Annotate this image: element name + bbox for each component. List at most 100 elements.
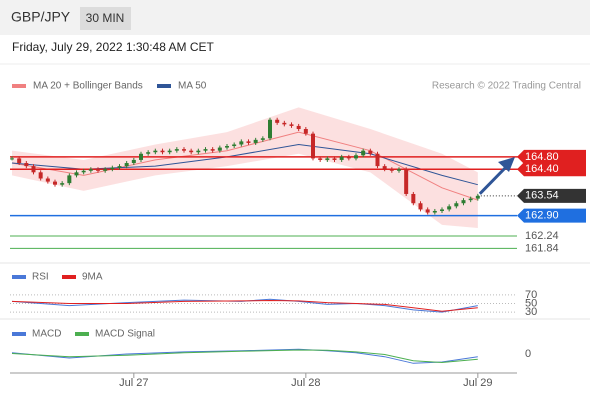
candle <box>303 129 308 134</box>
candle <box>74 172 79 176</box>
level-tag <box>517 208 586 223</box>
candle <box>440 209 444 211</box>
candle <box>60 183 65 185</box>
candle <box>375 153 380 167</box>
candle <box>475 195 480 199</box>
candle <box>447 206 452 210</box>
candle <box>382 166 387 170</box>
candle <box>432 210 437 213</box>
candle <box>389 169 394 171</box>
candle <box>45 178 50 182</box>
candle <box>174 149 179 151</box>
candle <box>210 149 215 151</box>
candle <box>96 169 100 171</box>
credit: Research © 2022 Trading Central <box>432 81 581 92</box>
candle <box>246 141 251 143</box>
legend-swatch <box>157 84 171 88</box>
candle <box>31 166 36 173</box>
candle <box>146 152 151 154</box>
candle <box>217 147 222 151</box>
interval: 30 MIN <box>86 11 125 25</box>
forecast-arrow <box>478 163 510 195</box>
legend-label: 9MA <box>82 272 103 283</box>
candle <box>225 146 229 148</box>
timestamp: Friday, July 29, 2022 1:30:48 AM CET <box>12 40 215 54</box>
legend-label: MACD <box>32 329 61 340</box>
candle <box>461 200 466 204</box>
candle <box>124 163 129 167</box>
candle <box>318 158 323 160</box>
candle <box>38 172 43 179</box>
y-tick-label: 70 <box>525 289 537 301</box>
series-line <box>11 349 478 364</box>
candle <box>296 125 301 130</box>
level-label: 164.80 <box>525 151 559 163</box>
candle <box>275 119 280 123</box>
bollinger-band <box>12 107 478 228</box>
legend-swatch <box>12 84 26 88</box>
y-tick-label: 50 <box>525 297 537 309</box>
legend-swatch <box>12 275 26 279</box>
legend-label: MACD Signal <box>95 329 155 340</box>
candle <box>260 138 265 140</box>
forecast-arrowhead <box>498 157 515 172</box>
candle <box>425 209 430 213</box>
candle <box>361 150 366 156</box>
legend-swatch <box>62 275 76 279</box>
candle <box>468 198 473 201</box>
legend-label: MA 20 + Bollinger Bands <box>33 81 143 92</box>
candle <box>17 158 22 164</box>
level-label: 164.40 <box>525 163 559 175</box>
legend-label: MA 50 <box>178 81 207 92</box>
candle <box>418 203 423 210</box>
candle <box>368 150 373 154</box>
candle <box>67 175 72 184</box>
candle <box>411 193 416 204</box>
candle <box>10 158 14 160</box>
candle <box>239 141 244 145</box>
level-tag <box>517 188 586 203</box>
level-tag <box>517 149 586 164</box>
legend-swatch <box>12 332 26 336</box>
candle <box>139 153 143 160</box>
level-label: 161.84 <box>525 242 559 254</box>
candle <box>167 150 172 153</box>
level-label: 162.90 <box>525 210 559 222</box>
series-line <box>11 299 478 312</box>
candle <box>88 169 93 171</box>
level-tag <box>517 162 586 177</box>
candle <box>196 150 201 153</box>
candle <box>53 181 57 185</box>
candle <box>346 156 351 159</box>
candle <box>232 144 237 147</box>
candle <box>289 124 294 126</box>
candle <box>253 139 258 143</box>
candle <box>332 158 337 160</box>
level-label: 163.54 <box>525 190 559 202</box>
candle <box>339 156 344 160</box>
legend-label: RSI <box>32 272 49 283</box>
candle <box>404 169 409 194</box>
candle <box>325 158 330 160</box>
x-tick-label: Jul 28 <box>291 377 320 389</box>
candle <box>81 170 86 173</box>
level-label: 162.24 <box>525 230 559 242</box>
candle <box>131 159 136 164</box>
candle <box>153 150 158 153</box>
candle <box>160 150 165 153</box>
candle <box>397 169 401 171</box>
candle <box>268 119 272 139</box>
candle <box>189 150 194 153</box>
legend-swatch <box>75 332 89 336</box>
symbol: GBP/JPY <box>11 9 71 25</box>
candle <box>454 203 459 207</box>
interval-box <box>80 7 131 30</box>
candle <box>182 149 186 151</box>
y-tick-label: 30 <box>525 306 537 318</box>
candle <box>354 155 358 159</box>
candle <box>203 149 208 151</box>
candle <box>311 133 315 159</box>
candle <box>24 163 29 167</box>
candle <box>110 167 115 170</box>
